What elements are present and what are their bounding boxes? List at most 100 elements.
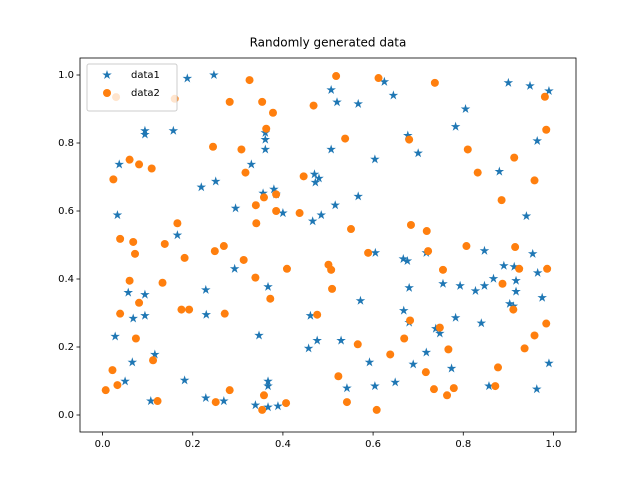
star-point xyxy=(110,331,120,341)
circle-point xyxy=(515,264,524,273)
x-tick-label: 1.0 xyxy=(546,439,562,450)
y-tick-label: 0.2 xyxy=(58,342,74,353)
circle-point xyxy=(113,381,122,390)
star-point xyxy=(438,278,448,288)
circle-point xyxy=(386,350,395,359)
star-point xyxy=(544,85,554,96)
star-point xyxy=(312,335,322,345)
star-point xyxy=(503,77,514,87)
star-point xyxy=(307,216,318,226)
circle-point xyxy=(116,234,125,243)
circle-point xyxy=(491,382,500,391)
star-point xyxy=(269,184,279,194)
star-point xyxy=(263,402,273,412)
circle-point xyxy=(463,145,472,154)
star-point xyxy=(479,280,490,290)
star-point xyxy=(484,381,494,391)
star-point xyxy=(404,282,414,292)
circle-point xyxy=(421,368,430,377)
circle-point xyxy=(299,172,308,181)
circle-point xyxy=(510,153,519,162)
circle-point xyxy=(173,219,182,228)
circle-point xyxy=(135,298,144,307)
circle-point xyxy=(430,78,439,87)
star-point xyxy=(201,284,211,294)
star-point xyxy=(250,400,261,410)
circle-point xyxy=(406,220,415,229)
star-point xyxy=(326,84,336,95)
circle-point xyxy=(211,398,220,407)
circle-point xyxy=(125,276,134,285)
circle-point xyxy=(438,265,447,274)
star-point xyxy=(303,343,314,353)
star-point xyxy=(370,247,381,257)
star-point xyxy=(330,200,340,210)
star-point xyxy=(544,358,554,368)
x-tick-label: 0.6 xyxy=(365,439,381,450)
star-point xyxy=(402,255,413,266)
star-point xyxy=(388,90,399,100)
star-point xyxy=(398,305,409,315)
star-point xyxy=(532,384,542,394)
star-point xyxy=(120,376,130,386)
star-point xyxy=(182,73,193,83)
star-point xyxy=(398,253,409,263)
circle-point xyxy=(153,397,162,406)
star-point xyxy=(353,98,363,108)
star-point xyxy=(102,70,112,80)
star-point xyxy=(128,313,138,323)
circle-point xyxy=(342,398,351,407)
star-point xyxy=(260,134,271,144)
circle-point xyxy=(509,305,518,314)
y-tick-label: 0.6 xyxy=(58,206,74,217)
star-point xyxy=(263,281,273,291)
circle-point xyxy=(259,391,268,400)
legend-box xyxy=(86,63,178,112)
y-tick-label: 1.0 xyxy=(58,70,74,81)
circle-point xyxy=(406,316,415,325)
circle-point xyxy=(101,386,110,395)
star-point xyxy=(246,159,257,169)
circle-point xyxy=(272,207,281,215)
star-point xyxy=(494,166,505,176)
circle-point xyxy=(530,176,539,185)
star-point xyxy=(355,295,366,305)
star-point xyxy=(127,357,138,367)
star-point xyxy=(201,393,211,403)
circle-point xyxy=(210,247,219,256)
star-point xyxy=(499,260,509,270)
star-point xyxy=(273,401,283,411)
circle-point xyxy=(149,356,158,365)
circle-point xyxy=(225,386,234,395)
circle-point xyxy=(429,385,438,394)
star-point xyxy=(431,323,441,333)
star-point xyxy=(112,210,123,220)
circle-point xyxy=(327,265,336,274)
circle-point xyxy=(147,164,156,173)
circle-point xyxy=(158,278,167,287)
star-point xyxy=(168,125,179,135)
circle-point xyxy=(542,319,551,328)
star-point xyxy=(413,148,423,158)
star-point xyxy=(196,182,207,192)
star-point xyxy=(403,130,413,140)
circle-point xyxy=(498,279,507,288)
circle-point xyxy=(245,76,254,85)
star-point xyxy=(263,376,273,386)
circle-point xyxy=(295,209,304,218)
circle-point xyxy=(473,168,482,177)
circle-point xyxy=(259,193,268,202)
circle-point xyxy=(252,219,261,228)
circle-point xyxy=(209,142,218,151)
star-point xyxy=(229,263,240,273)
circle-point xyxy=(258,405,267,414)
circle-point xyxy=(542,125,551,134)
star-point xyxy=(179,375,190,385)
star-point xyxy=(488,273,499,283)
circle-point xyxy=(540,92,549,101)
circle-point xyxy=(237,145,246,154)
star-point xyxy=(210,176,221,186)
circle-point xyxy=(424,247,433,256)
circle-point xyxy=(520,344,529,353)
